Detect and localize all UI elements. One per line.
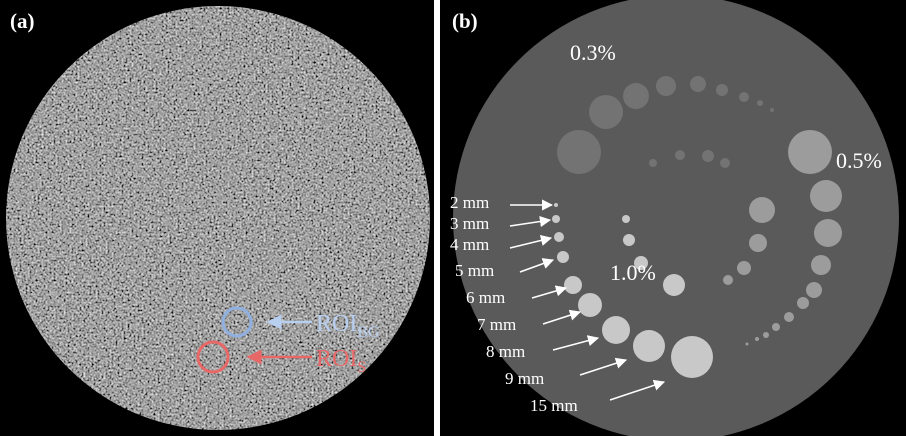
insert xyxy=(788,130,832,174)
size-label: 6 mm xyxy=(466,288,505,307)
size-label: 8 mm xyxy=(486,342,525,361)
insert xyxy=(602,316,630,344)
insert xyxy=(737,261,751,275)
insert xyxy=(622,215,630,223)
divider xyxy=(434,0,440,436)
insert xyxy=(589,95,623,129)
insert xyxy=(690,76,706,92)
insert xyxy=(578,293,602,317)
panel-label: (b) xyxy=(452,9,478,33)
size-label: 4 mm xyxy=(450,235,489,254)
insert xyxy=(720,158,730,168)
insert xyxy=(623,83,649,109)
insert xyxy=(554,232,564,242)
insert xyxy=(749,197,775,223)
insert xyxy=(811,255,831,275)
size-label: 3 mm xyxy=(450,214,489,233)
insert xyxy=(702,150,714,162)
insert xyxy=(633,330,665,362)
panel-label: (a) xyxy=(10,9,35,33)
roi-subscript: BG xyxy=(357,324,380,341)
roi-text: ROI xyxy=(316,346,357,372)
insert xyxy=(656,76,676,96)
insert xyxy=(623,234,635,246)
size-label: 15 mm xyxy=(530,396,578,415)
insert xyxy=(554,203,558,207)
insert xyxy=(746,343,749,346)
insert xyxy=(663,274,685,296)
insert xyxy=(806,282,822,298)
roi-text: ROI xyxy=(316,311,357,337)
size-label: 9 mm xyxy=(505,369,544,388)
roi-subscript: S xyxy=(357,359,366,376)
contrast-label: 0.5% xyxy=(836,148,882,173)
insert xyxy=(797,297,809,309)
insert xyxy=(557,251,569,263)
insert xyxy=(763,332,769,338)
size-label: 2 mm xyxy=(450,193,489,212)
contrast-label: 0.3% xyxy=(570,40,616,65)
figure: (a) ROIBG ROIS (b) 0.3% 0.5% 1.0% 2 mm3 … xyxy=(0,0,906,436)
insert xyxy=(671,336,713,378)
contrast-label: 1.0% xyxy=(610,260,656,285)
insert xyxy=(649,159,657,167)
insert xyxy=(757,100,763,106)
insert xyxy=(772,323,780,331)
insert xyxy=(675,150,685,160)
insert xyxy=(784,312,794,322)
insert xyxy=(749,234,767,252)
insert xyxy=(552,215,560,223)
insert xyxy=(557,130,601,174)
insert xyxy=(770,108,774,112)
panel-b: (b) 0.3% 0.5% 1.0% 2 mm 3 mm 4 mm 5 mm 6 mm 7… xyxy=(440,0,906,436)
insert xyxy=(755,337,759,341)
insert xyxy=(564,276,582,294)
insert xyxy=(723,275,733,285)
insert xyxy=(739,92,749,102)
size-label: 5 mm xyxy=(455,261,494,280)
size-label: 7 mm xyxy=(477,315,516,334)
insert xyxy=(814,219,842,247)
panel-a: (a) ROIBG ROIS xyxy=(0,0,434,436)
insert xyxy=(810,180,842,212)
insert xyxy=(716,84,728,96)
